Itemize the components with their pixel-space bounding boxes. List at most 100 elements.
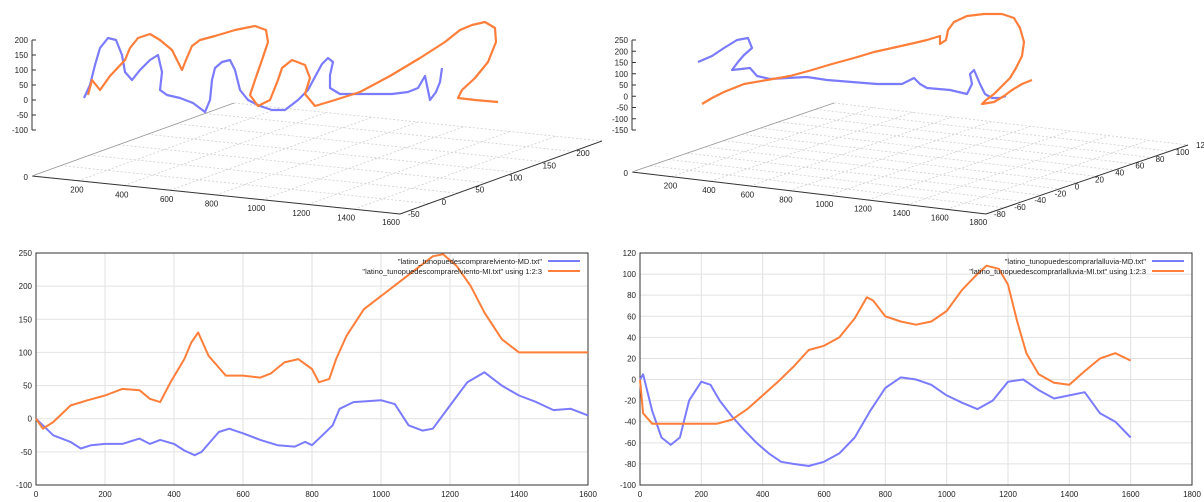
x-tick-label: 0 bbox=[34, 490, 39, 497]
base-grid-line bbox=[705, 146, 1060, 190]
base-grid-line bbox=[797, 115, 1152, 158]
base-grid-line bbox=[668, 159, 1023, 202]
chart-bottom-right-line: 0 200 400 600 800 1000 1200 1400 1600 1800 -100 -80… bbox=[602, 245, 1204, 499]
base-grid-line bbox=[205, 113, 574, 152]
base-grid-line bbox=[123, 112, 327, 186]
trace-series-2 bbox=[701, 12, 1033, 106]
y-tick-label: 200 bbox=[576, 149, 590, 158]
y-tick-label: 20 bbox=[1095, 176, 1104, 185]
x-tick-label: 1600 bbox=[579, 490, 597, 497]
y-tick-label: 20 bbox=[627, 354, 636, 363]
y-tick-label: 0 bbox=[632, 376, 637, 385]
x-tick-label: 0 bbox=[638, 490, 643, 497]
z-tick-label: -100 bbox=[612, 115, 629, 124]
chart-bottom-left-line: 0 200 400 600 800 1000 1200 1400 1600 -100 -50 0 50 1… bbox=[0, 245, 602, 499]
series-line-1 bbox=[639, 373, 1132, 467]
x-tick-label: 200 bbox=[98, 490, 112, 497]
chart-top-right-3d: 200 400 600 800 1000 1200 1400 1600 1800 0 -80 -60-… bbox=[602, 0, 1204, 245]
z-tick-label: 200 bbox=[15, 36, 29, 45]
y-tick-label: -40 bbox=[1034, 196, 1046, 205]
x-tick-label: 600 bbox=[817, 490, 831, 497]
base-grid-line bbox=[60, 165, 429, 204]
x-tick-label: 1400 bbox=[1060, 490, 1078, 497]
y-axis-line bbox=[985, 144, 1189, 215]
z-tick-label: 150 bbox=[615, 59, 629, 68]
series-line-2 bbox=[639, 264, 1132, 425]
z-tick-label: 0 bbox=[624, 92, 629, 101]
x-tick-label: 400 bbox=[167, 490, 181, 497]
y-tick-label: 60 bbox=[1135, 162, 1144, 171]
x-tick-label: 1400 bbox=[892, 209, 910, 218]
y-tick-label: 100 bbox=[19, 348, 33, 357]
y-tick-label: -20 bbox=[1055, 189, 1067, 198]
base-grid-line bbox=[815, 108, 1170, 152]
y-tick-label: -80 bbox=[624, 460, 636, 469]
x-tick-label: 1800 bbox=[1183, 490, 1201, 497]
x-tick-label: 600 bbox=[741, 191, 755, 200]
x-tick-label: 1000 bbox=[938, 490, 956, 497]
z-tick-label: -100 bbox=[12, 126, 29, 135]
y-tick-label: 0 bbox=[1075, 182, 1080, 191]
z-tick-label: -50 bbox=[16, 111, 28, 120]
base-grid-line bbox=[176, 123, 545, 163]
x-tick-label: 200 bbox=[664, 182, 678, 191]
depth-axis-line bbox=[31, 102, 235, 177]
base-grid-line bbox=[828, 125, 1031, 196]
legend-label-1: "latino_tunopuedescomprarelviento-MD.txt… bbox=[398, 257, 542, 266]
y-tick-label: 0 bbox=[442, 198, 447, 207]
y-tick-label: -80 bbox=[994, 210, 1006, 219]
base-grid-line bbox=[710, 111, 913, 182]
base-grid-line bbox=[833, 102, 1189, 146]
x-tick-label: 1000 bbox=[372, 490, 390, 497]
x-tick-label: 1200 bbox=[999, 490, 1017, 497]
plot-border bbox=[35, 252, 589, 486]
base-grid-line bbox=[233, 102, 603, 142]
x-tick-label: 400 bbox=[115, 190, 129, 199]
y-tick-label: 40 bbox=[1115, 169, 1124, 178]
y-tick-label: -100 bbox=[620, 481, 637, 490]
x-axis-line bbox=[31, 175, 401, 215]
x-tick-label: 1600 bbox=[382, 218, 400, 227]
base-grid-line bbox=[147, 133, 516, 173]
base-grid-line bbox=[789, 121, 992, 192]
trace-series-1 bbox=[83, 36, 444, 114]
chart-3d-surface-left: 20040060080010001200140016000-5005010015… bbox=[12, 20, 624, 227]
base-grid-line bbox=[778, 121, 1133, 165]
x-tick-label: 1400 bbox=[337, 213, 355, 222]
y-tick-label: 80 bbox=[1156, 155, 1165, 164]
y-tick-label: -50 bbox=[408, 210, 420, 219]
z-tick-label: -50 bbox=[616, 104, 628, 113]
legend-label-2: "latino_tunopuedescomprarlalluvia-MI.txt… bbox=[969, 267, 1146, 276]
series-line-1 bbox=[35, 371, 589, 457]
base-grid-line bbox=[687, 152, 1042, 196]
x-tick-label: 400 bbox=[702, 186, 716, 195]
base-grid-line bbox=[907, 135, 1110, 206]
y-tick-label: 150 bbox=[19, 315, 33, 324]
base-grid-line bbox=[946, 139, 1149, 210]
x-tick-label: 800 bbox=[205, 200, 219, 209]
x-tick-label: 800 bbox=[879, 490, 893, 497]
x-axis-line bbox=[631, 171, 987, 215]
depth-axis-line bbox=[631, 102, 835, 173]
y-tick-label: -60 bbox=[624, 439, 636, 448]
x-tick-label: 1400 bbox=[510, 490, 528, 497]
x-tick-label: 1800 bbox=[969, 218, 987, 227]
z-tick-label: 200 bbox=[615, 47, 629, 56]
x-tick-label: 800 bbox=[779, 195, 793, 204]
base-grid-line bbox=[215, 121, 419, 196]
base-grid-line bbox=[723, 140, 1078, 184]
z-tick-label: -150 bbox=[612, 126, 629, 135]
chart-line-right: 0 200 400 600 800 1000 1200 1400 1600 1800-100-80… bbox=[620, 249, 1201, 499]
z-tick-label: 150 bbox=[15, 51, 29, 60]
y-tick-label: 120 bbox=[623, 249, 637, 258]
chart-line-left: 0 200 400 600 800 1000 1200 1400 1600 -100 -50 0 50 1… bbox=[16, 249, 597, 499]
x-tick-label: 600 bbox=[160, 195, 174, 204]
y-tick-label: 0 bbox=[28, 415, 33, 424]
y-tick-label: 80 bbox=[627, 291, 636, 300]
base-grid-line bbox=[261, 126, 465, 201]
base-grid-line bbox=[867, 130, 1071, 201]
base-grid-line bbox=[749, 116, 953, 187]
y-tick-label: 150 bbox=[543, 161, 557, 170]
y-tick-label: 50 bbox=[475, 186, 484, 195]
x-origin-label: 0 bbox=[24, 173, 29, 182]
